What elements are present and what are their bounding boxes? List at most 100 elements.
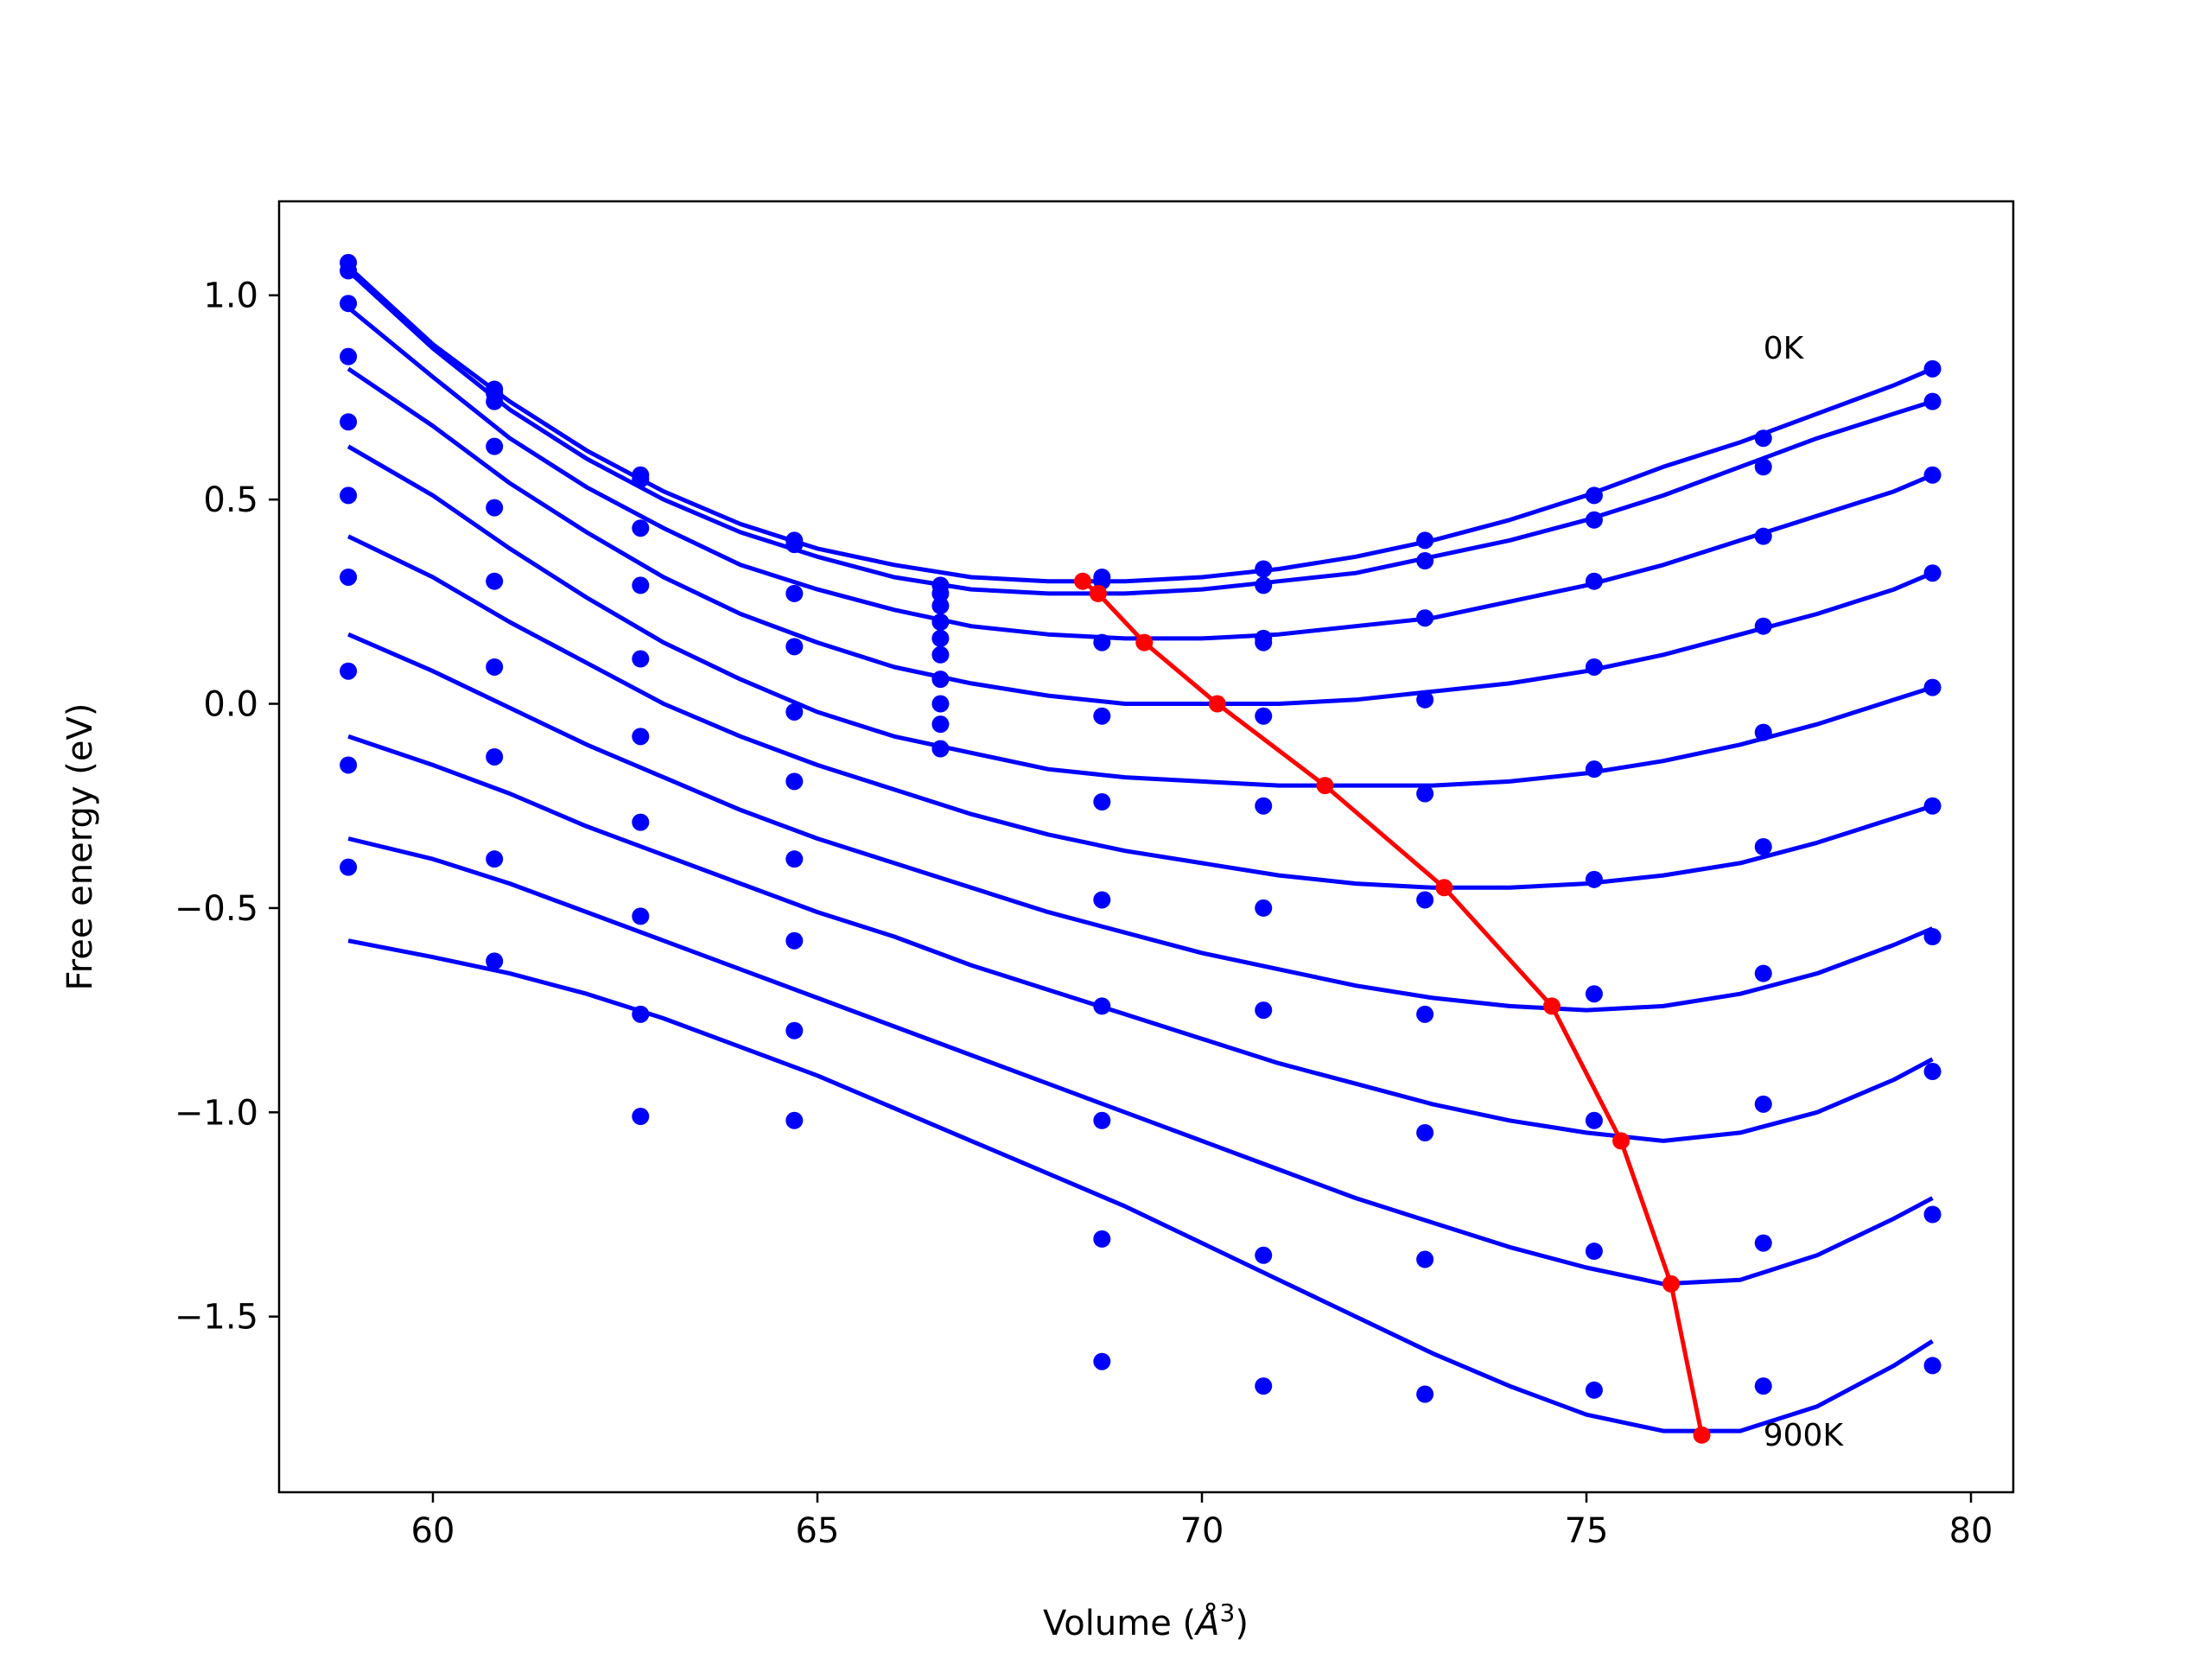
data-point <box>486 747 504 766</box>
data-point <box>1093 1352 1111 1370</box>
fit-curve-2 <box>346 305 1934 641</box>
data-point <box>931 613 950 631</box>
y-tick-label: −0.5 <box>175 889 258 929</box>
data-point <box>1255 1377 1273 1395</box>
data-point <box>931 695 950 713</box>
data-point <box>1754 1095 1772 1113</box>
fit-curve-8 <box>347 836 1934 1287</box>
minimum-point <box>1612 1132 1630 1150</box>
data-point <box>1416 891 1434 909</box>
data-point <box>931 740 950 758</box>
x-tick-label: 65 <box>796 1511 840 1551</box>
annotations: 0K 900K <box>1764 331 1845 1453</box>
data-point <box>1585 870 1603 888</box>
data-point <box>1255 633 1273 652</box>
data-point <box>1093 891 1111 909</box>
data-point <box>340 347 358 365</box>
data-point <box>1923 1063 1942 1081</box>
data-point <box>340 662 358 680</box>
minimum-point <box>1316 777 1334 795</box>
data-point <box>1585 985 1603 1003</box>
data-point <box>632 728 650 746</box>
data-point <box>1416 1385 1434 1403</box>
data-point <box>486 572 504 590</box>
data-point <box>785 584 804 602</box>
minimum-path <box>1074 572 1711 1444</box>
data-point <box>486 437 504 455</box>
data-point <box>1416 531 1434 550</box>
data-point <box>785 1021 804 1039</box>
data-point <box>1093 792 1111 810</box>
data-point <box>1754 723 1772 741</box>
data-point <box>1255 899 1273 917</box>
data-point <box>931 584 950 602</box>
data-point <box>486 952 504 970</box>
data-point <box>632 813 650 831</box>
data-point <box>340 413 358 431</box>
x-axis-label: Volume (Å3) <box>1043 1599 1249 1643</box>
data-point <box>931 629 950 647</box>
data-point <box>1923 1205 1942 1224</box>
x-tick-label: 60 <box>411 1511 455 1551</box>
annotation-label: 0K <box>1764 331 1805 366</box>
y-tick-label: −1.5 <box>175 1298 258 1338</box>
data-point <box>1255 1001 1273 1020</box>
data-point <box>1923 928 1942 946</box>
fit-curve-0 <box>346 264 1934 584</box>
fit-curve-1 <box>346 269 1934 596</box>
data-point <box>931 715 950 734</box>
data-point <box>486 499 504 517</box>
data-point <box>1585 1243 1603 1261</box>
data-point <box>1923 1357 1942 1375</box>
data-point <box>1585 1381 1603 1399</box>
data-point <box>785 931 804 950</box>
data-point <box>785 772 804 791</box>
data-point <box>1585 486 1603 505</box>
data-point <box>1585 572 1603 590</box>
data-point <box>632 470 650 488</box>
data-point <box>785 702 804 721</box>
y-axis-ticks: 1.0 0.5 0.0 −0.5 −1.0 −1.5 <box>175 276 279 1338</box>
data-point <box>1754 1377 1772 1395</box>
data-point <box>931 645 950 664</box>
data-points <box>340 253 1942 1403</box>
x-tick-label: 80 <box>1949 1511 1993 1551</box>
data-point <box>1585 760 1603 779</box>
data-point <box>1754 429 1772 448</box>
minimum-point <box>1074 572 1092 590</box>
y-axis-label: Free energy (eV) <box>60 703 100 991</box>
x-axis-ticks: 60 65 70 75 80 <box>411 1492 1993 1551</box>
annotation-label: 900K <box>1764 1418 1845 1453</box>
data-point <box>632 650 650 668</box>
data-point <box>785 638 804 656</box>
data-point <box>1754 964 1772 982</box>
data-point <box>1255 707 1273 725</box>
data-point <box>340 568 358 586</box>
fit-curve-7 <box>347 734 1934 1143</box>
data-point <box>632 907 650 925</box>
data-point <box>340 262 358 280</box>
minimum-point <box>1135 633 1154 652</box>
data-point <box>1754 1234 1772 1252</box>
data-point <box>1093 1111 1111 1129</box>
y-tick-label: 0.0 <box>203 685 258 725</box>
data-point <box>1416 690 1434 709</box>
data-point <box>1416 1123 1434 1141</box>
data-point <box>486 850 504 868</box>
data-point <box>1923 564 1942 582</box>
y-tick-label: 0.5 <box>203 480 258 520</box>
data-point <box>1923 392 1942 410</box>
data-point <box>1255 560 1273 578</box>
data-point <box>340 486 358 505</box>
data-point <box>632 576 650 594</box>
minimum-point <box>1435 879 1453 897</box>
y-tick-label: 1.0 <box>203 276 258 316</box>
data-point <box>931 597 950 615</box>
data-point <box>340 858 358 876</box>
data-point <box>785 1111 804 1129</box>
x-tick-label: 75 <box>1565 1511 1609 1551</box>
data-point <box>1923 678 1942 696</box>
data-point <box>1416 1005 1434 1023</box>
